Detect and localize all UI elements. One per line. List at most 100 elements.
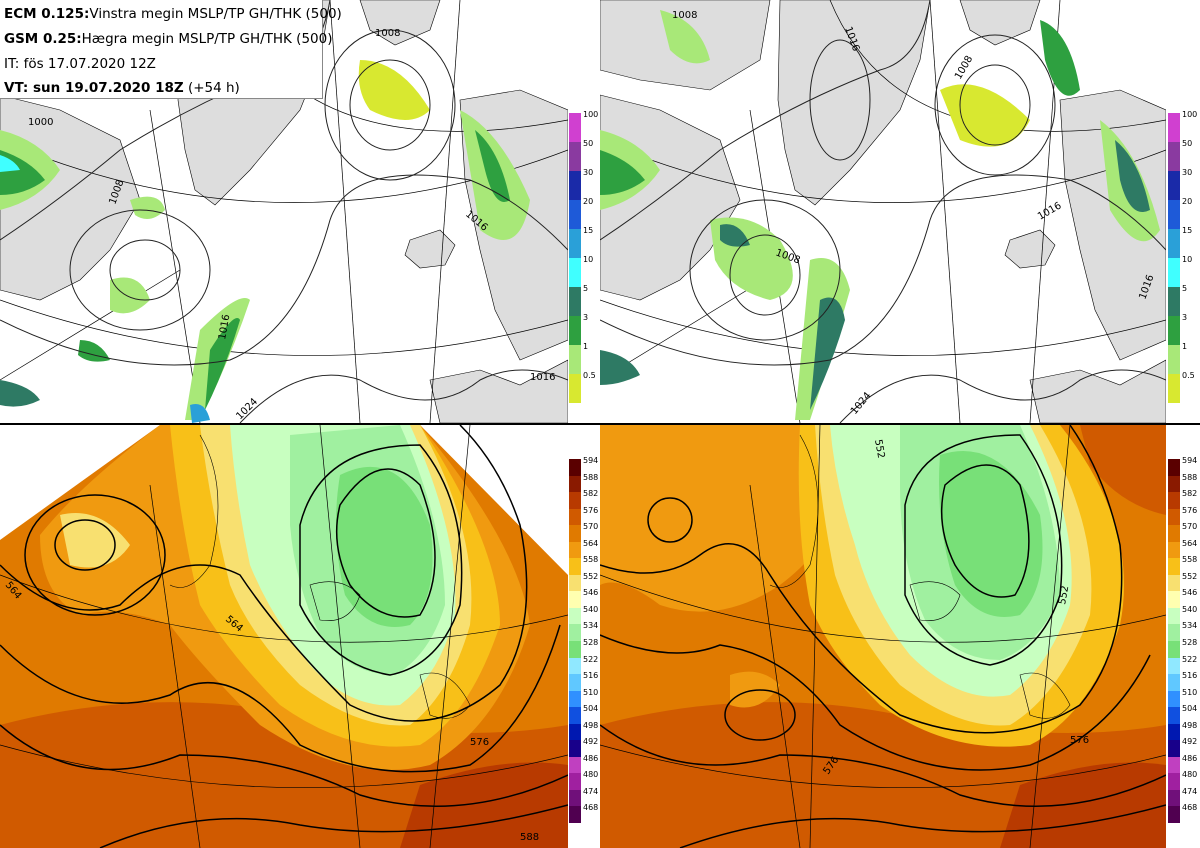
thickness-legend-tick-label: 504	[1182, 704, 1198, 714]
thickness-legend-tick-label: 540	[583, 604, 599, 614]
precip-legend-tick-label: 0.5	[1182, 371, 1195, 380]
thickness-legend-swatch	[569, 459, 581, 476]
thickness-legend-tick-label: 468	[1182, 803, 1198, 813]
thickness-legend-tick-label: 468	[583, 803, 599, 813]
ecm-thickness-map[interactable]: 564 564 576 588	[0, 425, 568, 848]
thickness-legend-swatch	[569, 707, 581, 724]
forecast-info-box: ECM 0.125:Vinstra megin MSLP/TP GH/THK (…	[0, 0, 342, 99]
thickness-legend-tick-label: 576	[1182, 505, 1198, 515]
thickness-legend-tick-label: 528	[1182, 638, 1198, 647]
thickness-legend-tick-label: 516	[583, 671, 599, 681]
thickness-legend-swatch	[1168, 607, 1180, 625]
precip-legend-swatch	[569, 258, 581, 287]
thickness-legend-tick-label: 540	[1182, 604, 1198, 614]
thickness-legend-tick-label: 588	[583, 472, 599, 482]
thickness-legend-swatch	[569, 674, 581, 691]
thickness-legend-swatch	[569, 690, 581, 708]
thickness-legend-swatch	[569, 591, 581, 608]
panel-divider	[0, 423, 1200, 425]
thickness-legend-swatch	[1168, 541, 1180, 559]
isobar-label-6: 1016	[530, 372, 555, 383]
info-line-init-time: IT: fös 17.07.2020 12Z	[4, 56, 156, 72]
europe-land	[1029, 359, 1166, 423]
height-label-4: 588	[520, 832, 539, 843]
precip-legend-tick-label: 1	[1182, 342, 1188, 351]
precip-legend-swatch	[1168, 316, 1180, 345]
gsm-thickness-map[interactable]: 552 552 576 576	[600, 425, 1166, 848]
precip-colorbar-right	[1168, 113, 1180, 403]
precip-legend-tick-label: 3	[583, 313, 589, 322]
precip-legend-swatch	[1168, 142, 1180, 171]
thickness-legend-tick-label: 492	[1182, 737, 1198, 747]
thickness-legend-tick-label: 570	[583, 522, 599, 532]
thickness-legend-swatch	[1168, 508, 1180, 526]
iceland-land	[404, 229, 456, 269]
precip-legend-tick-label: 10	[1182, 255, 1193, 264]
precip-legend-swatch	[569, 171, 581, 200]
precip-legend-swatch	[569, 287, 581, 316]
thickness-legend-swatch	[1168, 707, 1180, 724]
thickness-legend-swatch	[569, 789, 581, 807]
thickness-legend-tick-label: 534	[1182, 621, 1198, 631]
thickness-legend-tick-label: 480	[1182, 770, 1198, 780]
thickness-legend-swatch	[1168, 591, 1180, 608]
thickness-legend-swatch	[569, 657, 581, 675]
thickness-legend-swatch	[1168, 459, 1180, 476]
thickness-legend-swatch	[569, 558, 581, 575]
precip-legend-swatch	[569, 229, 581, 258]
thickness-legend-swatch	[569, 475, 581, 493]
thickness-legend-tick-label: 528	[583, 638, 599, 647]
thickness-legend-swatch	[1168, 641, 1180, 658]
thickness-legend-tick-label: 588	[1182, 472, 1198, 482]
precip-legend-swatch	[1168, 258, 1180, 287]
precip-legend-tick-label: 30	[1182, 168, 1193, 177]
precip-legend-swatch	[1168, 229, 1180, 258]
thickness-legend-tick-label: 552	[1182, 571, 1198, 581]
thickness-legend-tick-label: 546	[583, 588, 599, 598]
scandinavia-land	[1059, 89, 1166, 361]
isobar-label-5: 1016	[217, 314, 232, 341]
info-line-ecm: ECM 0.125:Vinstra megin MSLP/TP GH/THK (…	[4, 6, 342, 22]
thickness-legend-tick-label: 570	[1182, 522, 1198, 532]
thickness-legend-tick-label: 510	[583, 687, 599, 697]
thickness-legend-swatch	[569, 508, 581, 526]
thickness-legend-swatch	[569, 574, 581, 592]
thickness-legend-tick-label: 534	[583, 621, 599, 631]
thickness-legend-tick-label: 564	[583, 538, 599, 548]
thickness-legend-swatch	[1168, 806, 1180, 823]
height-label-4: 576	[1070, 735, 1089, 746]
precip-legend-tick-label: 30	[583, 168, 594, 177]
precip-legend-tick-label: 3	[1182, 313, 1188, 322]
thickness-legend-swatch	[569, 723, 581, 741]
precip-legend-swatch	[569, 142, 581, 171]
precip-legend-tick-label: 50	[1182, 139, 1193, 148]
thickness-legend-swatch	[569, 806, 581, 823]
thickness-legend-tick-label: 582	[1182, 489, 1198, 499]
thickness-legend-swatch	[569, 624, 581, 641]
isobar-label-1: 1008	[672, 10, 697, 21]
isobar-label-1: 1008	[375, 28, 400, 39]
thickness-legend-swatch	[1168, 657, 1180, 675]
height-label-3: 576	[470, 737, 489, 748]
thickness-legend-tick-label: 492	[583, 737, 599, 747]
thickness-legend-swatch	[1168, 525, 1180, 542]
thickness-legend-tick-label: 486	[1182, 753, 1198, 763]
gsm-precip-map[interactable]: 1008 1016 1008 1016 1016 1024 1008	[600, 0, 1166, 423]
thickness-legend-tick-label: 498	[583, 720, 599, 730]
thickness-legend-swatch	[1168, 773, 1180, 790]
thickness-legend-swatch	[569, 607, 581, 625]
thickness-legend-swatch	[1168, 789, 1180, 807]
thickness-colorbar-left	[569, 459, 581, 823]
thickness-legend-swatch	[569, 773, 581, 790]
thickness-legend-tick-label: 516	[1182, 671, 1198, 681]
greenland-land	[777, 0, 931, 206]
thickness-legend-swatch	[569, 492, 581, 509]
precip-legend-tick-label: 15	[1182, 226, 1193, 235]
precip-legend-swatch	[1168, 345, 1180, 374]
thickness-legend-swatch	[1168, 756, 1180, 774]
isobar-label-3: 1000	[28, 117, 53, 128]
thickness-legend-swatch	[1168, 690, 1180, 708]
thickness-legend-tick-label: 594	[583, 456, 599, 465]
svalbard-land	[359, 0, 441, 46]
thickness-legend-swatch	[1168, 624, 1180, 641]
